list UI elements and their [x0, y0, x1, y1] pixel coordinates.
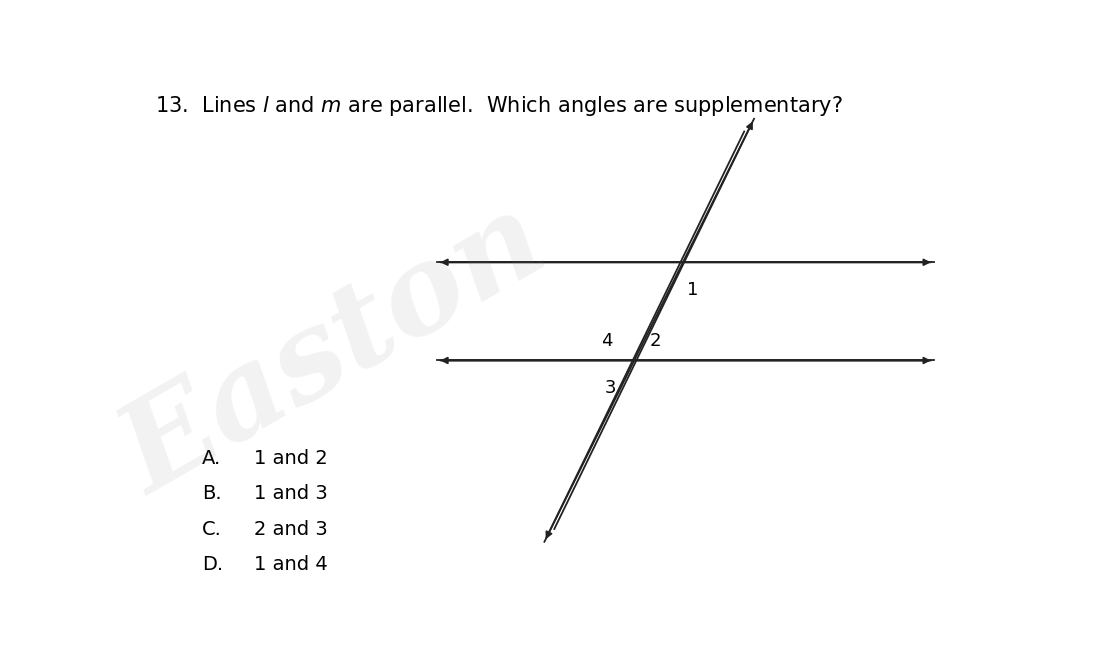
Text: D.: D. [202, 555, 223, 574]
Text: 3: 3 [605, 379, 616, 397]
Text: B.: B. [202, 485, 222, 504]
Text: 1 and 4: 1 and 4 [254, 555, 327, 574]
Text: 13.  Lines $l$ and $m$ are parallel.  Which angles are supplementary?: 13. Lines $l$ and $m$ are parallel. Whic… [155, 94, 842, 118]
Text: A.: A. [202, 449, 222, 468]
Text: 4: 4 [601, 332, 613, 351]
Text: 1 and 3: 1 and 3 [254, 485, 327, 504]
Text: 1 and 2: 1 and 2 [254, 449, 327, 468]
Text: 1: 1 [688, 281, 699, 299]
Text: 2 and 3: 2 and 3 [254, 520, 327, 539]
Text: 2: 2 [650, 332, 661, 351]
Text: Easton: Easton [103, 182, 567, 519]
Text: C.: C. [202, 520, 222, 539]
